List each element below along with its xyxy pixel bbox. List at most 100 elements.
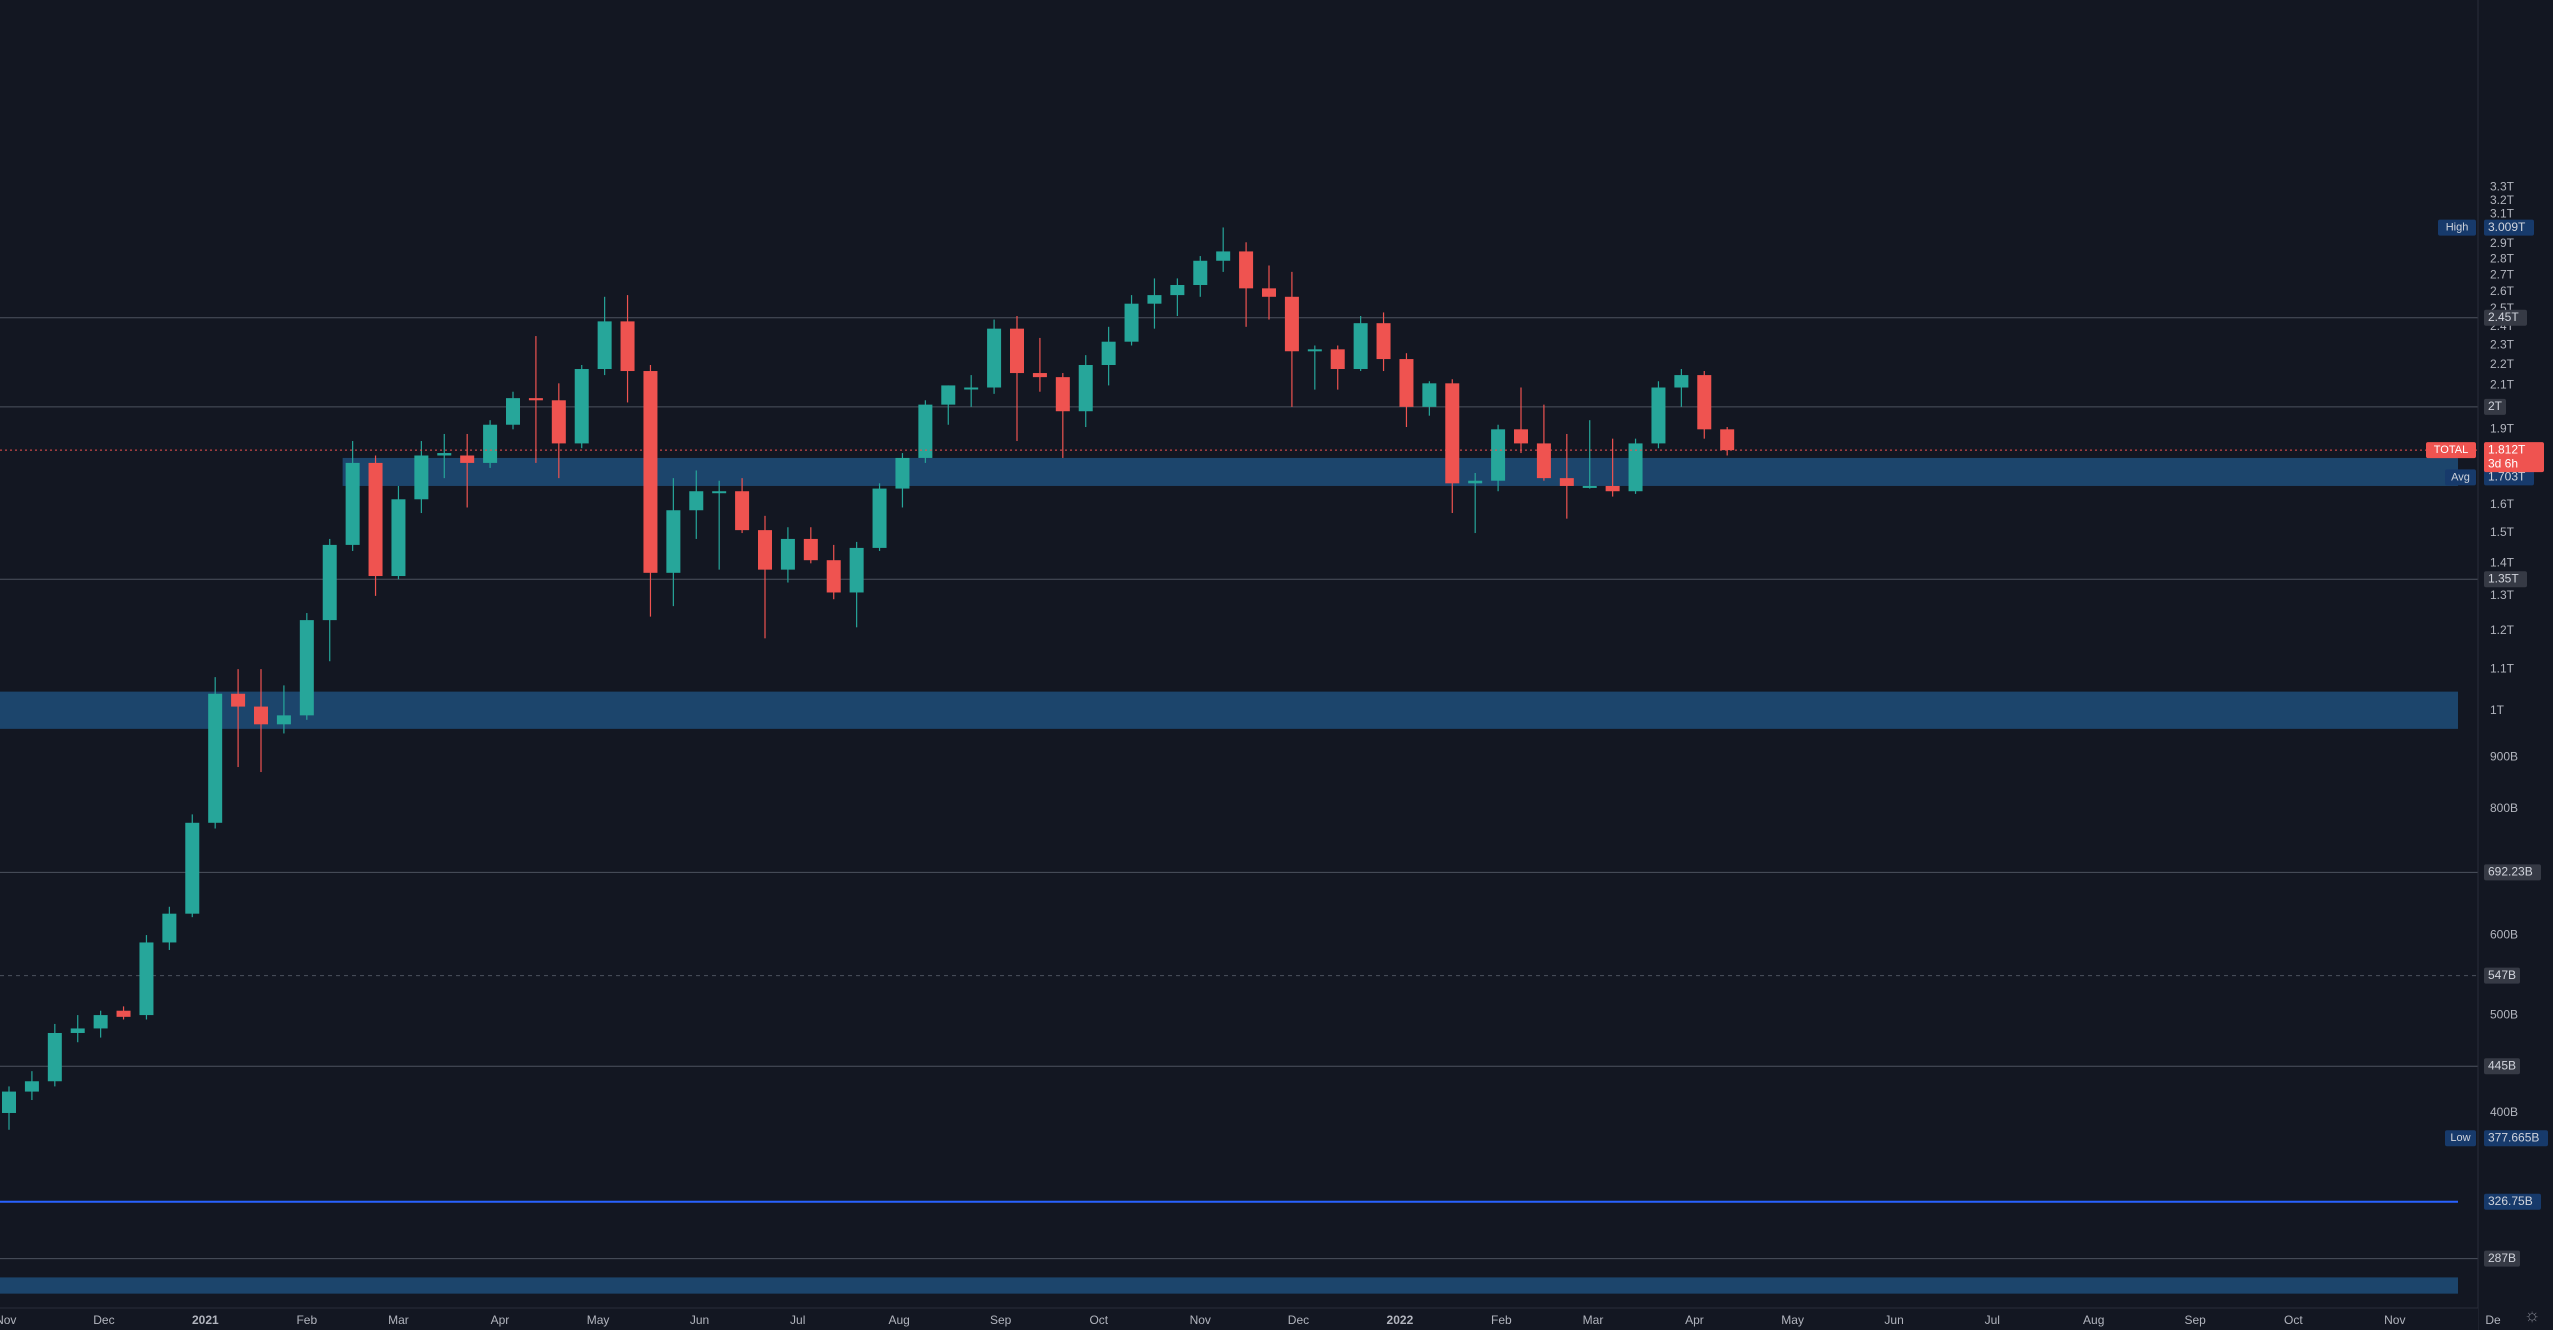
marker-name-label: Avg (2451, 471, 2470, 483)
candle-body (712, 491, 727, 494)
settings-gear-icon[interactable]: ☼ (2523, 1305, 2541, 1325)
level-price-tag (2484, 864, 2541, 881)
candle-body (666, 510, 681, 573)
level-price-label: 326.75B (2488, 1194, 2533, 1208)
price-tick-label: 1.9T (2490, 421, 2515, 435)
candle-body (414, 455, 429, 500)
price-tick-label: 1T (2490, 703, 2505, 717)
price-tick-label: 2.9T (2490, 236, 2515, 250)
time-tick-label: Dec (93, 1313, 114, 1327)
time-tick-label: Aug (889, 1313, 910, 1327)
level-price-label: 445B (2488, 1058, 2516, 1072)
price-tick-label: 2.1T (2490, 378, 2515, 392)
time-tick-label: Sep (990, 1313, 1012, 1327)
price-tick-label: 1.6T (2490, 497, 2515, 511)
level-price-label: 692.23B (2488, 865, 2533, 879)
candle-body (1262, 288, 1276, 297)
candle-body (1239, 251, 1254, 289)
candle-body (1445, 383, 1460, 484)
time-tick-label: Oct (2284, 1313, 2303, 1327)
candle-body (1170, 285, 1185, 296)
marker-name-label: High (2446, 222, 2469, 234)
level-price-tag (2484, 1250, 2520, 1267)
marker-name-tag (2445, 469, 2476, 486)
marker-value-label: 1.703T (2488, 470, 2526, 484)
time-tick-label: Mar (1583, 1313, 1604, 1327)
price-tick-label: 900B (2490, 749, 2518, 763)
horizontal-levels (0, 317, 2478, 1260)
price-tick-label: 3.3T (2490, 179, 2515, 193)
level-price-label: 287B (2488, 1251, 2516, 1265)
time-tick-label: Nov (1190, 1313, 1211, 1327)
candle-body (987, 328, 1002, 388)
level-price-label: 547B (2488, 968, 2516, 982)
candle-body (758, 530, 772, 570)
candle-body (620, 321, 635, 372)
last-price-box (2484, 442, 2544, 473)
time-axis[interactable]: Nov Dec 2021 Feb Mar Apr May Jun Jul Aug Sep Oct Nov… (0, 1313, 2501, 1327)
price-tick-label: 500B (2490, 1007, 2518, 1021)
candle-body (964, 387, 979, 390)
time-tick-label: 2021 (192, 1313, 219, 1327)
candle-body (1101, 341, 1116, 366)
marker-value-tag (2484, 469, 2534, 486)
price-tick-label: 1.1T (2490, 661, 2515, 675)
candle-body (872, 488, 887, 548)
candle-body (780, 538, 795, 570)
symbol-label: TOTAL (2434, 444, 2468, 456)
candle-body (1193, 260, 1208, 286)
time-tick-label: Nov (0, 1313, 16, 1327)
candle-body (116, 1010, 131, 1017)
last-price-value: 1.812T (2488, 442, 2526, 456)
candle-body (1628, 443, 1643, 492)
level-price-label: 2.45T (2488, 310, 2519, 324)
candle-body (368, 462, 383, 577)
candle-body (1353, 323, 1368, 370)
price-tick-label: 800B (2490, 801, 2518, 815)
time-tick-label: Feb (1491, 1313, 1512, 1327)
candle-body (849, 547, 864, 593)
time-tick-label: Nov (2384, 1313, 2405, 1327)
candle-body (1284, 296, 1299, 352)
symbol-tag (2426, 442, 2476, 459)
candle-body (1674, 375, 1689, 388)
candle-body (941, 385, 956, 405)
candle-body (1307, 349, 1322, 352)
candle-body (1399, 359, 1414, 407)
time-tick-label: Oct (1089, 1313, 1108, 1327)
level-price-tag (2484, 309, 2527, 326)
candle-body (345, 462, 360, 545)
level-price-label: 2T (2488, 399, 2503, 413)
candle-body (1697, 375, 1712, 430)
time-tick-label: De (2485, 1313, 2501, 1327)
price-tick-label: 600B (2490, 927, 2518, 941)
level-price-label: 1.35T (2488, 571, 2519, 585)
candle-body (506, 398, 520, 425)
price-tick-label: 400B (2490, 1105, 2518, 1119)
candle-body (437, 453, 452, 456)
level-price-tag (2484, 967, 2520, 984)
candle-body (551, 400, 566, 444)
level-price-tag (2484, 1058, 2520, 1075)
candle-body (47, 1032, 62, 1082)
price-tick-label: 3.2T (2490, 193, 2515, 207)
time-tick-label: Jun (1884, 1313, 1903, 1327)
candle-body (1536, 443, 1551, 479)
countdown-label: 3d 6h (2488, 456, 2518, 470)
marker-value-label: 377.665B (2488, 1130, 2539, 1144)
candle-body (826, 560, 841, 593)
price-tick-label: 2.2T (2490, 357, 2515, 371)
candle-body (574, 369, 589, 444)
candle-body (803, 538, 818, 561)
candle-body (1422, 383, 1437, 407)
candlestick-series (2, 227, 1735, 1130)
candle-body (231, 693, 246, 707)
price-tick-label: 3.1T (2490, 207, 2515, 221)
candle-body (1330, 349, 1345, 370)
candle-body (689, 491, 704, 511)
candle-body (643, 371, 658, 573)
price-tick-label: 2.8T (2490, 251, 2515, 265)
